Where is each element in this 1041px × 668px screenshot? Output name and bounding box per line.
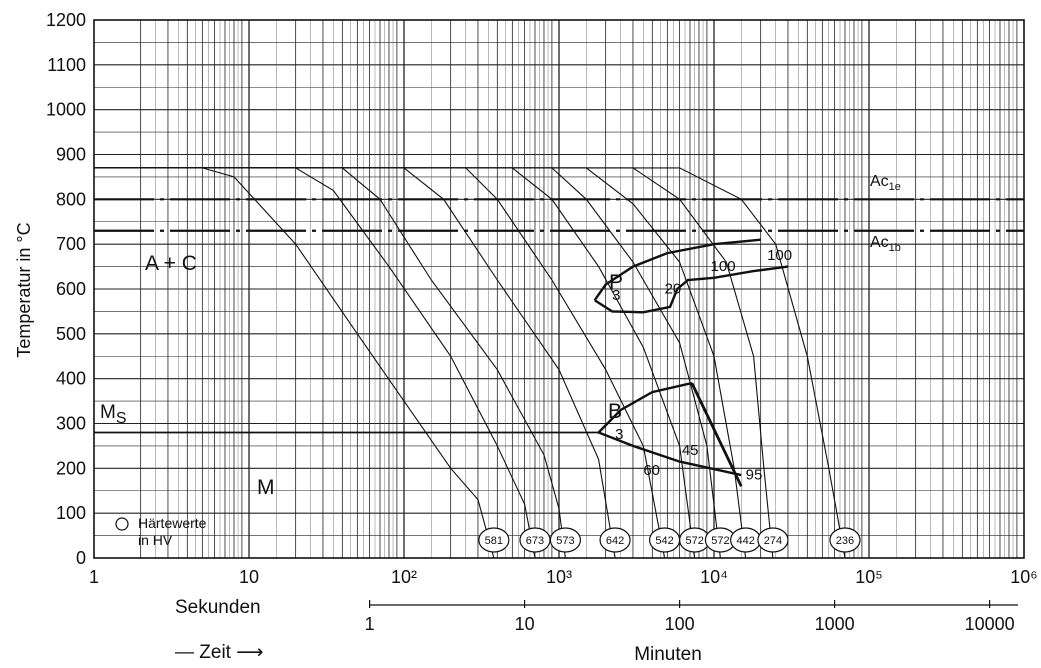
legend-circle-icon [115, 517, 129, 531]
hardness-marker [829, 527, 861, 553]
hardness-marker [757, 527, 789, 553]
y-axis-label: Temperatur in °C [14, 222, 34, 357]
y-tick-label: 800 [56, 189, 86, 209]
hardness-value: 572 [711, 535, 729, 547]
percent-label: 45 [682, 442, 699, 459]
hardness-value: 274 [764, 535, 782, 547]
y-tick-label: 1000 [46, 100, 86, 120]
percent-label: 100 [767, 247, 792, 264]
cooling-curve-10 [94, 167, 846, 559]
y-tick-label: 400 [56, 369, 86, 389]
x-tick-label: 10 [239, 567, 259, 587]
cooling-curve-3 [94, 167, 566, 559]
y-tick-label: 700 [56, 234, 86, 254]
percent-label: 60 [643, 462, 660, 479]
x-tick-label: 10⁴ [700, 567, 728, 587]
y-tick-label: 300 [56, 414, 86, 434]
y-tick-label: 1200 [46, 10, 86, 30]
hardness-value: 581 [485, 535, 503, 547]
time-arrow-label: — Zeit ⟶ [175, 642, 263, 663]
phase-label-pearlite: P [609, 271, 623, 294]
y-tick-label: 200 [56, 458, 86, 478]
y-tick-labels: 0 100 200 300 400 500 600 700 800 900 1000 1100 1200 [46, 10, 86, 568]
hardness-marker [478, 527, 510, 553]
hardness-value: 673 [526, 535, 544, 547]
hardness-value: 542 [655, 535, 673, 547]
pearlite-end-line [594, 265, 789, 314]
x-axis-label-minutes: Minuten [634, 644, 702, 665]
cooling-curve-2 [94, 167, 536, 559]
percent-label: 3 [615, 426, 623, 443]
hardness-markers: 581 673 573 642 542 572 572 442 274 236 [478, 527, 861, 553]
percent-label: 20 [665, 280, 682, 297]
hardness-value: 236 [836, 535, 854, 547]
y-tick-label: 500 [56, 324, 86, 344]
hardness-marker [599, 527, 631, 553]
phase-label-bainite: B [608, 400, 622, 423]
x-tick-label: 1 [89, 567, 99, 587]
ac1e-label: Ac1e [870, 173, 901, 193]
x-axis-label-seconds: Sekunden [175, 597, 261, 618]
ms-label: MS [100, 402, 127, 427]
plot-frame [93, 19, 1025, 559]
pearlite-start-line [593, 238, 761, 301]
ac1b-label: Ac1b [870, 234, 901, 254]
minutes-tick-label: 100 [665, 614, 695, 634]
hardness-marker [549, 527, 582, 553]
x-tick-label: 10⁵ [855, 567, 882, 587]
reference-lines [94, 198, 1024, 434]
x-tick-label: 10² [391, 567, 417, 587]
percent-label: 3 [612, 287, 620, 304]
cooling-curve-1 [94, 167, 495, 559]
y-tick-label: 600 [56, 279, 86, 299]
hardness-value: 442 [736, 535, 754, 547]
transformation-regions: 3 20 100 100 3 45 60 95 [593, 238, 792, 487]
minutes-axis: 1 10 100 1000 10000 [365, 600, 1018, 634]
bainite-start-line [597, 381, 693, 434]
minutes-tick-label: 1000 [815, 614, 855, 634]
bainite-lower-line [598, 431, 742, 477]
hardness-value: 642 [606, 535, 624, 547]
y-tick-label: 1100 [47, 55, 86, 75]
hardness-value: 573 [556, 535, 574, 547]
legend-hardness-label: Härtewerte [138, 515, 207, 531]
y-tick-label: 900 [56, 145, 86, 165]
phase-label-austenite-carbide: A + C [145, 252, 197, 275]
grid [94, 20, 1024, 558]
percent-label: 100 [711, 258, 736, 275]
phase-label-martensite: M [257, 476, 275, 499]
y-tick-label: 100 [56, 503, 86, 523]
y-tick-label: 0 [76, 548, 86, 568]
x-tick-label: 10³ [546, 567, 572, 587]
cooling-curves [94, 167, 846, 559]
hardness-value: 572 [685, 535, 703, 547]
minutes-tick-label: 1 [365, 614, 375, 634]
minutes-tick-label: 10000 [965, 614, 1015, 634]
x-tick-label: 10⁶ [1010, 567, 1037, 587]
legend-hardness-unit: in HV [138, 532, 173, 548]
x-tick-labels: 1 10 10² 10³ 10⁴ 10⁵ 10⁶ [89, 567, 1038, 587]
bainite-finish-line [690, 382, 743, 487]
percent-label: 95 [746, 467, 763, 484]
minutes-tick-label: 10 [515, 614, 535, 634]
